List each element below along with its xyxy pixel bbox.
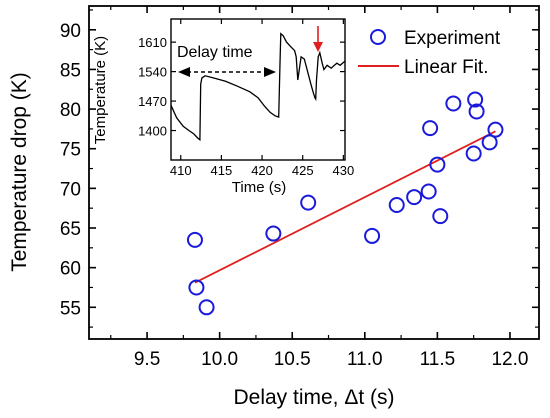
x-tick-label: 11.0 bbox=[347, 349, 383, 370]
data-point bbox=[481, 134, 498, 151]
inset-ticks bbox=[171, 19, 345, 160]
data-point bbox=[198, 299, 215, 316]
data-point bbox=[188, 279, 205, 296]
y-tick-label: 70 bbox=[60, 179, 81, 200]
delay-time-arrow-left bbox=[178, 67, 190, 77]
inset-x-tick-label: 420 bbox=[251, 163, 273, 178]
data-point bbox=[429, 156, 446, 173]
y-tick-label: 80 bbox=[60, 100, 81, 121]
data-point bbox=[487, 121, 504, 138]
inset-y-tick-label: 1540 bbox=[138, 65, 167, 80]
red-arrow-head bbox=[313, 42, 323, 52]
x-tick-label: 10.5 bbox=[274, 349, 311, 370]
data-point bbox=[422, 120, 439, 137]
y-tick-label: 60 bbox=[60, 259, 81, 280]
data-point bbox=[432, 208, 449, 225]
inset-y-tick-label: 1610 bbox=[138, 35, 167, 50]
data-point bbox=[300, 194, 317, 211]
x-tick-labels: 9.5 10.0 10.5 11.0 11.5 12.0 bbox=[134, 349, 529, 370]
inset-background bbox=[146, 13, 350, 163]
main-ticks bbox=[89, 6, 539, 339]
data-point bbox=[468, 103, 485, 120]
data-point bbox=[265, 225, 282, 242]
delay-time-arrow-right bbox=[264, 67, 276, 77]
y-tick-label: 65 bbox=[60, 219, 81, 240]
y-axis-title: Temperature drop (K) bbox=[8, 72, 31, 272]
data-point bbox=[388, 197, 405, 214]
inset-y-tick-label: 1400 bbox=[138, 124, 167, 139]
inset-y-axis-title: Temperature (K) bbox=[92, 36, 109, 144]
fit-layer bbox=[194, 130, 496, 284]
data-point bbox=[445, 95, 462, 112]
x-axis-title: Delay time, Δt (s) bbox=[233, 386, 394, 409]
legend-label-fit: Linear Fit. bbox=[404, 57, 488, 78]
y-tick-label: 55 bbox=[60, 298, 81, 319]
linear-fit-line bbox=[194, 130, 496, 284]
inset-x-tick-label: 430 bbox=[333, 163, 355, 178]
data-point bbox=[406, 189, 423, 206]
x-tick-label: 9.5 bbox=[134, 349, 160, 370]
legend-marker-experiment bbox=[370, 29, 386, 45]
y-tick-label: 90 bbox=[60, 21, 81, 42]
y-tick-label: 75 bbox=[60, 140, 81, 161]
inset-trace bbox=[170, 32, 346, 142]
inset-x-axis-title: Time (s) bbox=[232, 179, 286, 196]
inset-x-tick-label: 415 bbox=[211, 163, 233, 178]
inset-y-tick-labels: 1400 1470 1540 1610 bbox=[138, 35, 167, 138]
data-point bbox=[186, 231, 203, 248]
x-tick-label: 10.0 bbox=[201, 349, 238, 370]
data-point bbox=[420, 183, 437, 200]
plot-frame bbox=[88, 5, 540, 340]
y-tick-labels: 55 60 65 70 75 80 85 90 bbox=[60, 21, 81, 319]
inset-frame bbox=[170, 18, 346, 161]
legend: Experiment Linear Fit. bbox=[358, 28, 501, 78]
y-tick-label: 85 bbox=[60, 60, 81, 81]
x-tick-label: 12.0 bbox=[491, 349, 528, 370]
inset-x-tick-labels: 410 415 420 425 430 bbox=[170, 163, 354, 178]
data-point bbox=[364, 227, 381, 244]
data-point bbox=[465, 145, 482, 162]
inset-chart: 410 415 420 425 430 1400 1470 1540 1610 Time (s… bbox=[92, 13, 354, 196]
inset-x-tick-label: 425 bbox=[292, 163, 314, 178]
delay-time-label: Delay time bbox=[177, 44, 253, 61]
legend-label-experiment: Experiment bbox=[404, 28, 501, 49]
inset-y-tick-label: 1470 bbox=[138, 94, 167, 109]
data-point bbox=[467, 91, 484, 108]
inset-x-tick-label: 410 bbox=[170, 163, 192, 178]
points-layer bbox=[186, 91, 504, 316]
x-tick-label: 11.5 bbox=[420, 349, 456, 370]
